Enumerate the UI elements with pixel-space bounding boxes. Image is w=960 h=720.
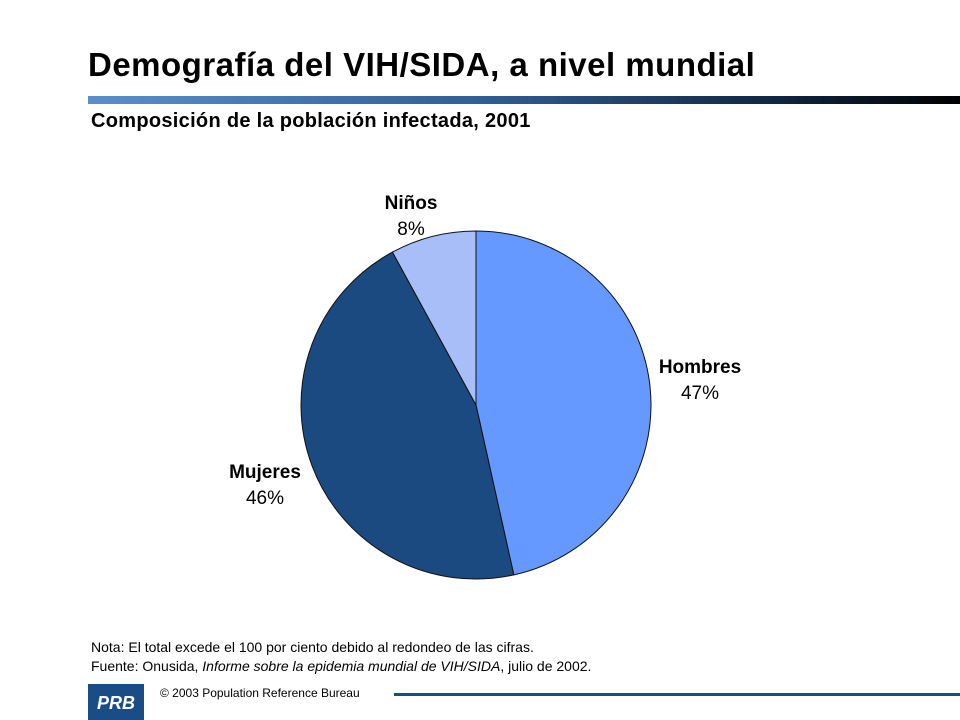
source-title: Informe sobre la epidemia mundial de VIH… — [202, 658, 501, 674]
logo-text: PRB — [97, 693, 135, 713]
slide-title: Demografía del VIH/SIDA, a nivel mundial — [88, 46, 756, 83]
pie-slice-hombres — [475, 230, 652, 576]
pie-slice-niños — [391, 230, 477, 406]
footer-rule — [394, 693, 960, 696]
slide-subtitle: Composición de la población infectada, 2… — [91, 110, 531, 132]
slice-value-hombres: 47% — [681, 383, 719, 404]
copyright-text: © 2003 Population Reference Bureau — [160, 686, 360, 700]
source-prefix: Fuente: Onusida, — [91, 658, 203, 674]
prb-logo: PRB — [88, 684, 144, 720]
notes-block: Nota: El total excede el 100 por ciento … — [91, 638, 591, 676]
slice-value-mujeres: 46% — [246, 488, 284, 509]
title-underline-bar — [88, 96, 960, 104]
slice-label-niños: Niños — [385, 193, 438, 214]
pie-slice-mujeres — [300, 251, 515, 580]
source-suffix: , julio de 2002. — [500, 658, 592, 674]
slice-value-niños: 8% — [397, 219, 425, 240]
note-text: Nota: El total excede el 100 por ciento … — [91, 639, 534, 655]
slice-label-mujeres: Mujeres — [229, 462, 301, 483]
slice-label-hombres: Hombres — [659, 357, 741, 378]
source-text: Fuente: Onusida, Informe sobre la epidem… — [91, 657, 591, 676]
